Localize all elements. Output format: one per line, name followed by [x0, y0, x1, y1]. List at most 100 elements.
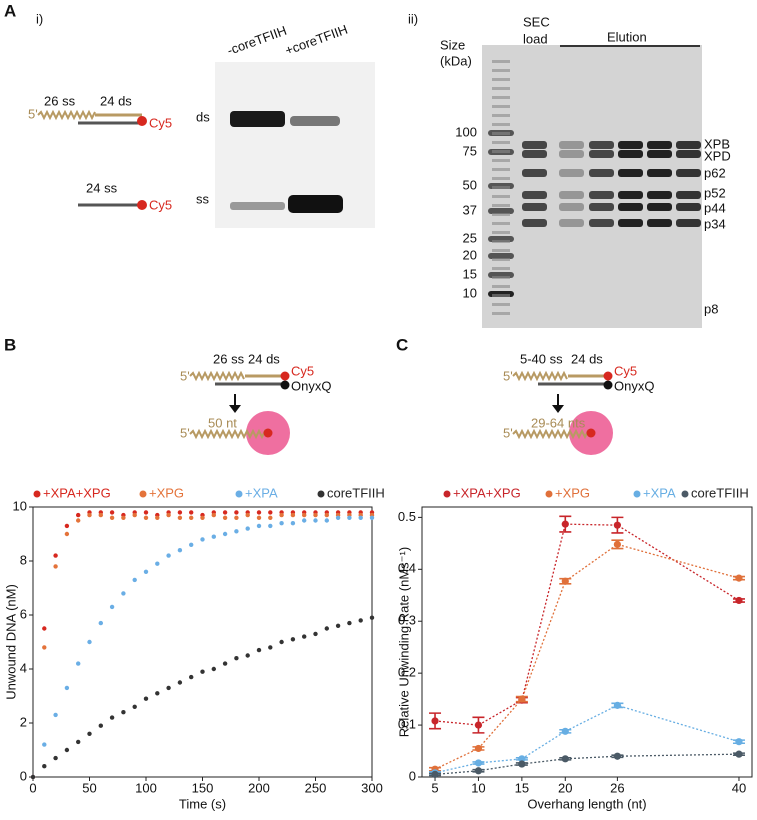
elution-label: Elution	[607, 29, 647, 44]
gel-band	[618, 203, 643, 211]
data-point	[177, 680, 183, 685]
y-tick-label: 0.1	[398, 717, 416, 732]
gel-band	[618, 141, 643, 149]
data-point	[143, 510, 149, 515]
arrow-head	[552, 405, 564, 413]
gel-band	[647, 219, 672, 227]
ds-label: 24 ds	[248, 351, 280, 366]
band-label: ss	[196, 191, 210, 206]
legend-label: coreTFIIH	[327, 485, 385, 500]
marker-label: 15	[463, 266, 477, 281]
data-point	[177, 510, 183, 515]
x-tick-label: 15	[515, 780, 529, 795]
gel-band	[559, 203, 584, 211]
data-point	[42, 764, 47, 769]
y-tick-label: 8	[20, 552, 27, 567]
data-point	[64, 747, 70, 753]
x-tick-label: 50	[82, 780, 96, 795]
gel-band	[676, 169, 701, 177]
legend-marker	[317, 490, 325, 498]
marker-label: 100	[455, 124, 477, 139]
gel-band	[290, 116, 340, 126]
data-point	[518, 760, 526, 768]
dye	[137, 116, 147, 126]
protein-label: XPB	[704, 136, 730, 151]
data-point	[279, 521, 284, 526]
dye-label: Cy5	[149, 115, 172, 130]
size-label: Size	[440, 37, 465, 52]
data-point	[53, 712, 58, 718]
x-tick-label: 300	[361, 780, 383, 795]
data-point	[53, 553, 58, 558]
data-point	[474, 767, 483, 775]
x-axis-label: Overhang length (nt)	[527, 796, 646, 811]
gel-band	[492, 213, 510, 216]
gel-band	[589, 141, 614, 149]
data-point	[290, 637, 296, 642]
x-axis-label: Time (s)	[179, 796, 226, 811]
gel-band	[589, 219, 614, 227]
wavy-strand	[512, 370, 568, 382]
data-point	[431, 717, 439, 725]
legend-marker	[235, 490, 243, 498]
gel-band	[492, 231, 510, 234]
data-point	[143, 515, 149, 520]
wavy-strand	[189, 370, 245, 382]
data-point	[53, 755, 58, 761]
data-point	[166, 512, 171, 518]
data-point	[42, 645, 47, 650]
data-point	[76, 661, 81, 666]
data-point	[211, 534, 216, 539]
dye-label: Cy5	[614, 363, 637, 378]
data-point	[613, 521, 621, 529]
gel-band	[492, 177, 510, 180]
x-tick-label: 20	[558, 780, 572, 795]
gel-band	[492, 69, 510, 72]
dye	[263, 428, 273, 438]
gel	[482, 45, 702, 328]
data-point	[200, 515, 205, 520]
data-point	[313, 512, 318, 518]
data-point	[369, 615, 375, 620]
dye	[603, 371, 613, 381]
gel-band	[559, 191, 584, 199]
end-label: 5'	[28, 106, 38, 121]
marker-label: 20	[463, 247, 477, 262]
data-point	[302, 518, 307, 523]
data-point	[431, 770, 439, 779]
data-point	[561, 727, 569, 735]
data-point	[474, 759, 483, 767]
data-point	[369, 515, 375, 520]
data-point	[302, 634, 307, 639]
x-tick-label: 200	[248, 780, 270, 795]
end-label: 5'	[503, 425, 513, 440]
data-point	[222, 531, 228, 537]
data-point	[290, 521, 296, 526]
data-point	[290, 512, 296, 518]
data-point	[166, 685, 171, 691]
data-point	[234, 515, 239, 520]
gel-band	[559, 150, 584, 158]
product-label: 50 nt	[208, 415, 237, 430]
data-point	[189, 542, 194, 547]
gel-band	[589, 169, 614, 177]
wavy-strand	[512, 428, 592, 440]
gel-band	[676, 219, 701, 227]
y-tick-label: 4	[20, 660, 27, 675]
data-point	[324, 518, 329, 523]
gel-band	[676, 191, 701, 199]
data-point	[87, 731, 92, 736]
data-point	[735, 574, 743, 582]
data-point	[256, 510, 262, 515]
legend-label: +XPA	[245, 485, 278, 500]
data-point	[279, 639, 284, 645]
band-label: ds	[196, 109, 210, 124]
protein-label: p62	[704, 165, 726, 180]
plot-frame	[421, 506, 753, 778]
arrow-head	[229, 405, 241, 413]
end-label: 5'	[180, 368, 190, 383]
y-tick-label: 0.2	[398, 665, 416, 680]
gel-band	[492, 123, 510, 126]
dye	[137, 200, 147, 210]
